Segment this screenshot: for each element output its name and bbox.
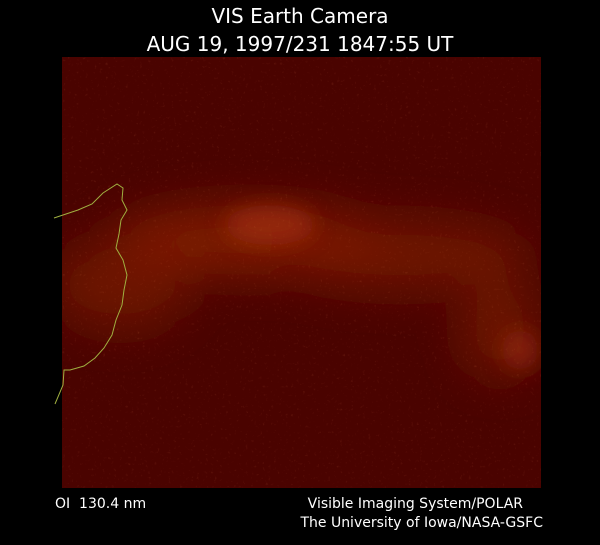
credit-line: Visible Imaging System/POLAR [308, 496, 524, 512]
subtitle: AUG 19, 1997/231 1847:55 UT [147, 32, 455, 56]
credit-line: The University of Iowa/NASA-GSFC [299, 515, 543, 531]
image [62, 57, 541, 488]
coastline [53, 183, 128, 405]
title: VIS Earth Camera [211, 4, 388, 28]
wavelength-label: OI 130.4 nm [55, 496, 146, 512]
